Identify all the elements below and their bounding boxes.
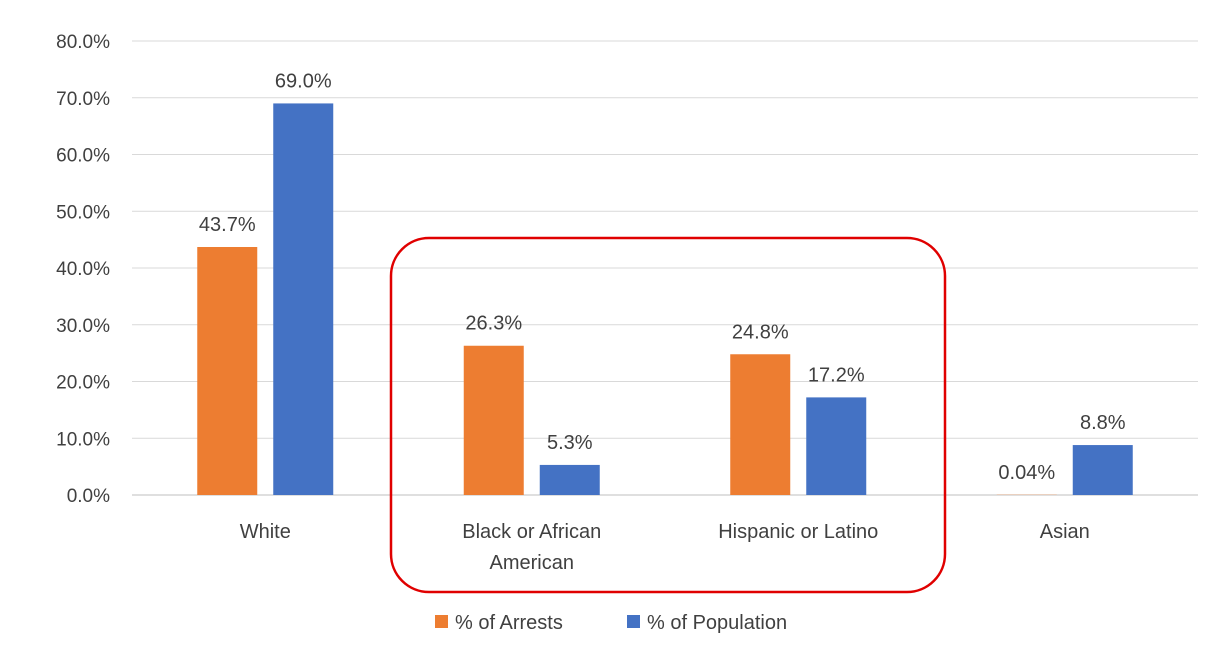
category-labels: White Black or African American Hispanic or… bbox=[240, 521, 1090, 574]
category-label: Asian bbox=[1040, 521, 1090, 543]
category-label: White bbox=[240, 521, 291, 543]
legend-swatch bbox=[435, 615, 448, 628]
legend-item-population: % of Population bbox=[647, 612, 787, 634]
legend-swatch bbox=[627, 615, 640, 628]
bar-population bbox=[806, 397, 866, 495]
bar-population bbox=[540, 465, 600, 495]
category-label: Hispanic or Latino bbox=[718, 521, 878, 543]
data-label: 26.3% bbox=[465, 313, 522, 335]
y-tick-label: 50.0% bbox=[56, 202, 110, 223]
data-labels: 43.7% 69.0% 26.3% 5.3% 24.8% 17.2% 0.04% 8.8% bbox=[199, 70, 1126, 483]
y-tick-label: 70.0% bbox=[56, 89, 110, 110]
data-label: 17.2% bbox=[808, 364, 865, 386]
y-tick-label: 20.0% bbox=[56, 373, 110, 394]
y-tick-label: 30.0% bbox=[56, 316, 110, 337]
data-label: 69.0% bbox=[275, 70, 332, 92]
y-tick-label: 0.0% bbox=[67, 486, 110, 507]
category-label: American bbox=[490, 552, 574, 574]
bar-arrests bbox=[730, 354, 790, 495]
bars bbox=[197, 103, 1133, 495]
data-label: 0.04% bbox=[998, 462, 1055, 484]
y-tick-label: 10.0% bbox=[56, 429, 110, 450]
data-label: 24.8% bbox=[732, 321, 789, 343]
y-tick-label: 80.0% bbox=[56, 32, 110, 53]
y-axis-tick-labels: 0.0% 10.0% 20.0% 30.0% 40.0% 50.0% 60.0% 70.0% 8… bbox=[56, 32, 110, 507]
bar-population bbox=[273, 103, 333, 495]
category-label: Black or African bbox=[462, 521, 601, 543]
legend: % of Arrests % of Population bbox=[435, 612, 787, 634]
y-tick-label: 60.0% bbox=[56, 146, 110, 167]
bar-arrests bbox=[464, 346, 524, 495]
data-label: 5.3% bbox=[547, 432, 593, 454]
data-label: 8.8% bbox=[1080, 412, 1126, 434]
data-label: 43.7% bbox=[199, 214, 256, 236]
legend-item-arrests: % of Arrests bbox=[455, 612, 563, 634]
bar-arrests bbox=[197, 247, 257, 495]
y-tick-label: 40.0% bbox=[56, 259, 110, 280]
bar-population bbox=[1073, 445, 1133, 495]
